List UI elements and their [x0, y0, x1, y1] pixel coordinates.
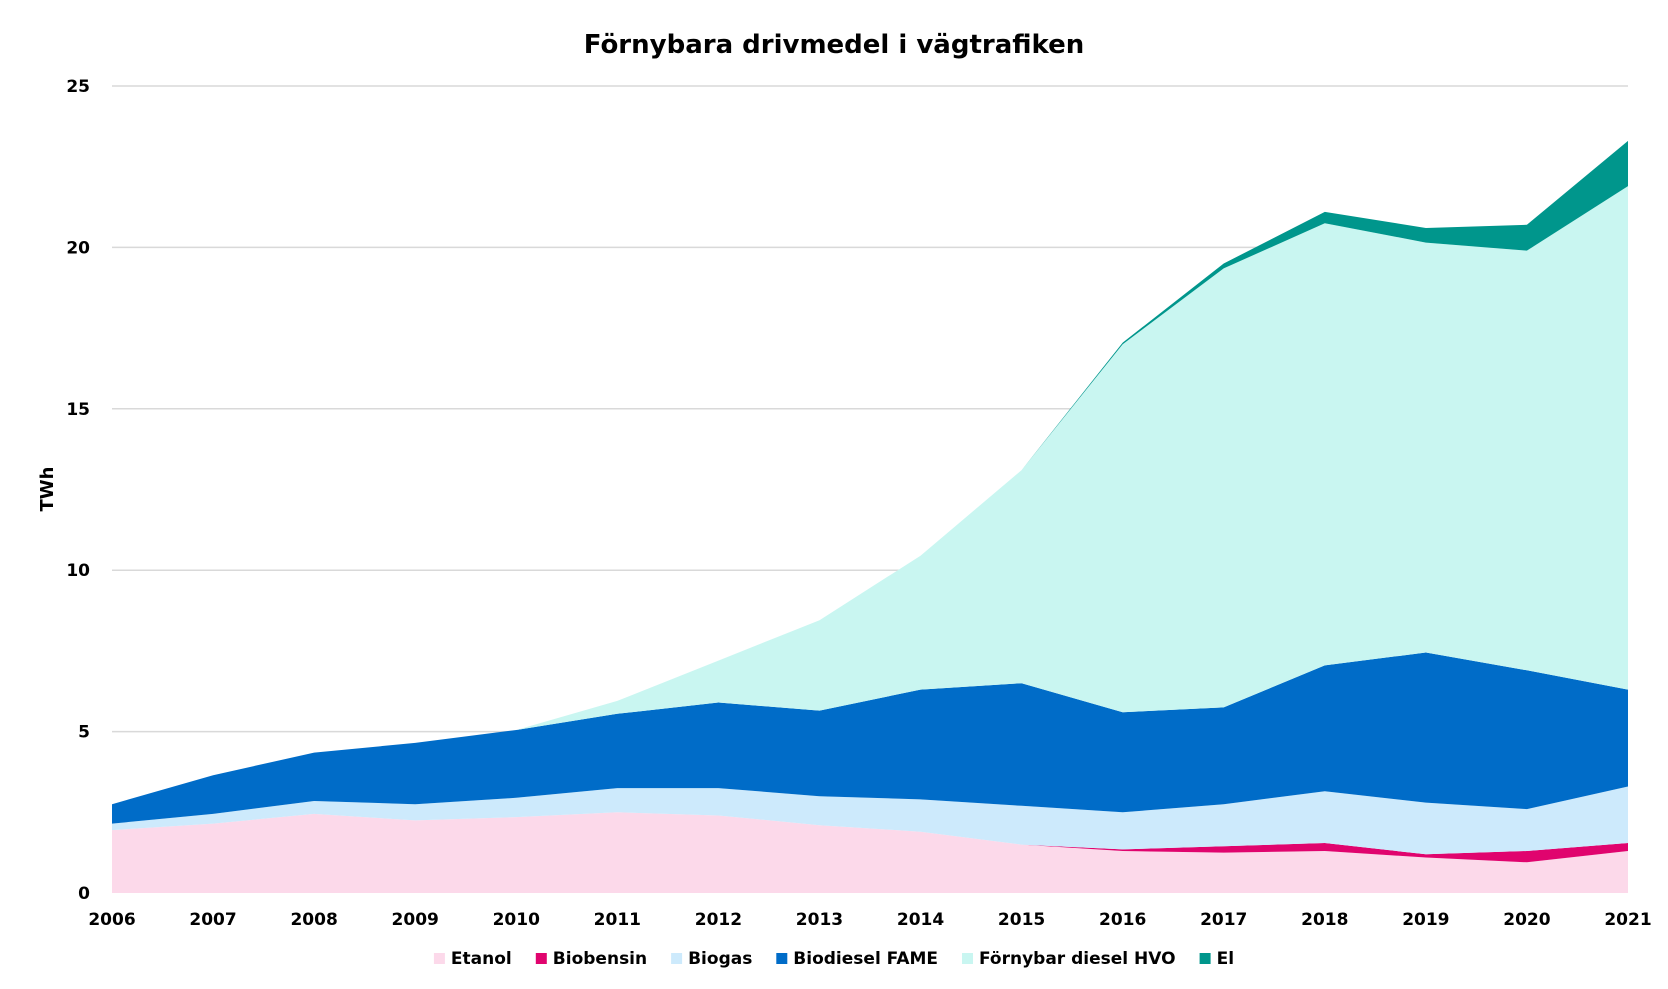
- y-tick-label: 5: [78, 723, 90, 743]
- legend-swatch: [535, 953, 547, 964]
- area-biobensin: [112, 812, 1628, 863]
- y-tick-label: 25: [66, 77, 90, 97]
- area-series: [112, 140, 1628, 893]
- area-förnybar-diesel-hvo: [112, 186, 1628, 805]
- legend-item: Biodiesel FAME: [776, 949, 938, 969]
- legend-label: Biogas: [688, 949, 752, 969]
- x-tick-label: 2006: [88, 910, 135, 930]
- x-tick-label: 2008: [290, 910, 337, 930]
- legend-item: El: [1199, 949, 1234, 969]
- y-tick-label: 20: [66, 238, 90, 258]
- x-tick-label: 2018: [1301, 910, 1348, 930]
- y-tick-label: 15: [66, 400, 90, 420]
- x-tick-label: 2020: [1503, 910, 1550, 930]
- y-tick-label: 10: [66, 561, 90, 581]
- legend-item: Etanol: [433, 949, 512, 969]
- legend-swatch: [671, 953, 683, 964]
- x-tick-label: 2021: [1604, 910, 1651, 930]
- x-tick-label: 2019: [1402, 910, 1449, 930]
- legend-label: Förnybar diesel HVO: [979, 949, 1176, 969]
- chart-title: Förnybara drivmedel i vägtrafiken: [584, 30, 1085, 60]
- x-tick-label: 2009: [392, 910, 439, 930]
- legend-swatch: [433, 953, 445, 964]
- legend-label: Biodiesel FAME: [793, 949, 938, 969]
- legend-label: Biobensin: [553, 949, 647, 969]
- area-biodiesel-fame: [112, 652, 1628, 824]
- x-tick-label: 2007: [189, 910, 236, 930]
- y-tick-label: 0: [78, 884, 90, 904]
- legend-item: Förnybar diesel HVO: [962, 949, 1176, 969]
- x-tick-label: 2016: [1099, 910, 1146, 930]
- area-biogas: [112, 786, 1628, 855]
- y-axis-label: TWh: [37, 467, 58, 512]
- x-tick-label: 2011: [594, 910, 641, 930]
- legend-label: Etanol: [451, 949, 512, 969]
- x-axis-ticks: 2006 2007 2008 2009 2010 2011 2012 2013 2014 2015…: [88, 910, 1651, 930]
- x-tick-label: 2013: [796, 910, 843, 930]
- legend-swatch: [962, 953, 973, 964]
- x-tick-label: 2015: [998, 910, 1045, 930]
- area-etanol: [112, 812, 1628, 893]
- x-tick-label: 2012: [695, 910, 742, 930]
- legend-swatch: [1199, 953, 1211, 964]
- legend-item: Biobensin: [535, 949, 647, 969]
- y-axis-ticks: 0 5 10 15 20 25: [66, 77, 90, 904]
- x-tick-label: 2014: [897, 910, 944, 930]
- legend: Etanol Biobensin Biogas Biodiesel FAME Förny…: [433, 949, 1234, 969]
- legend-label: El: [1217, 949, 1234, 969]
- legend-item: Biogas: [671, 949, 752, 969]
- x-tick-label: 2017: [1200, 910, 1247, 930]
- legend-swatch: [776, 953, 788, 964]
- x-tick-label: 2010: [493, 910, 540, 930]
